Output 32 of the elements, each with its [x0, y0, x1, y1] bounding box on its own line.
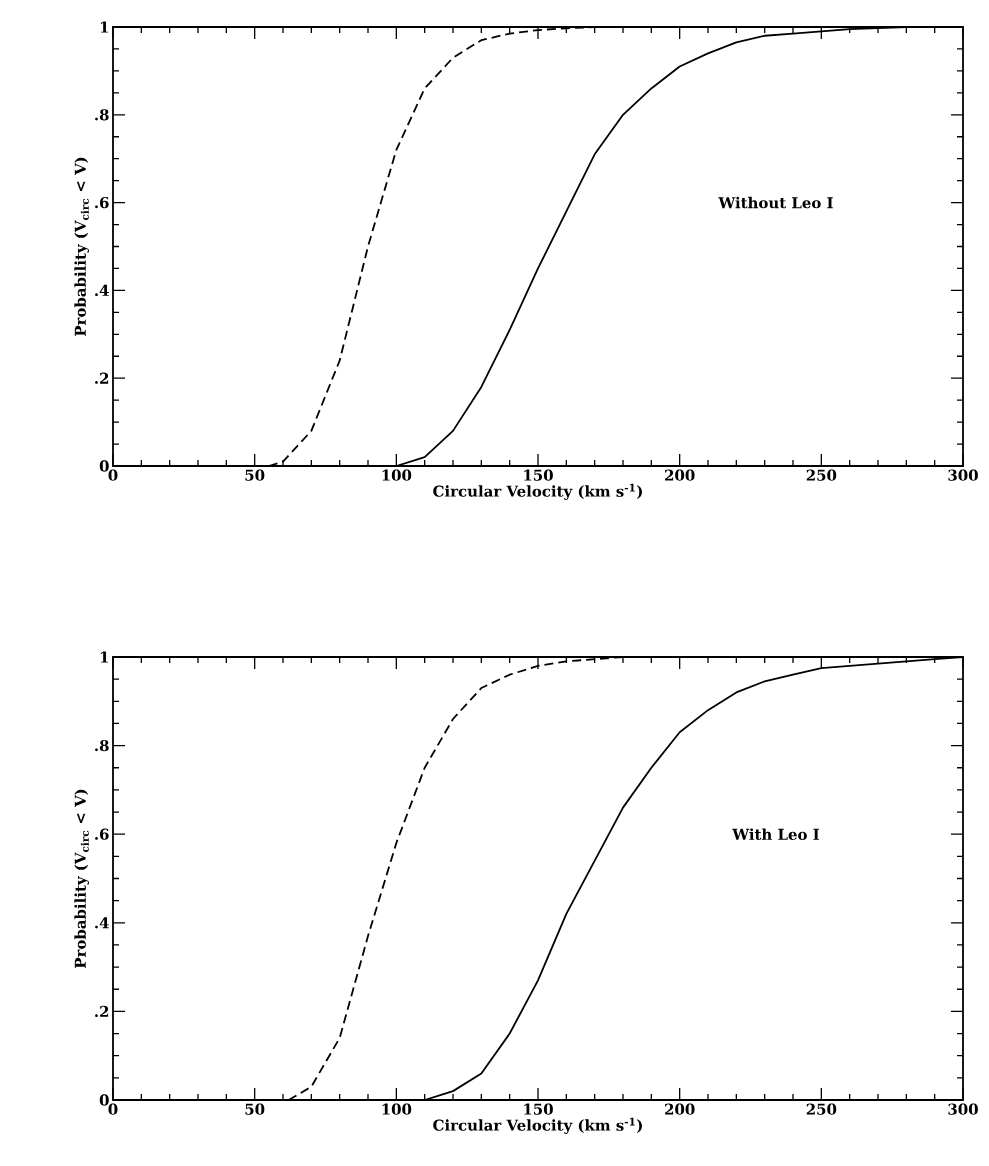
x-tick-label: 300: [948, 1103, 978, 1115]
y-tick-label: .8: [95, 739, 109, 752]
annotation: With Leo I: [732, 828, 819, 840]
x-tick-label: 150: [524, 469, 553, 481]
x-tick-label: 250: [806, 469, 837, 481]
y-tick-label: 0: [99, 1094, 109, 1106]
y-tick-label: .6: [95, 196, 109, 209]
x-tick-label: 300: [948, 469, 978, 481]
x-tick-label: 250: [806, 1103, 837, 1115]
x-tick-label: 50: [245, 1103, 265, 1115]
y-axis-title: Probability (V$_{circ}$ < V): [74, 157, 90, 337]
x-tick-label: 0: [108, 469, 118, 481]
annotation: Without Leo I: [718, 196, 833, 209]
x-tick-label: 100: [382, 469, 412, 481]
y-tick-label: .4: [95, 284, 109, 297]
x-tick-label: 0: [108, 1103, 118, 1115]
x-axis-title: Circular Velocity (km s$^{-1}$): [433, 1117, 642, 1134]
x-tick-label: 200: [665, 1103, 695, 1115]
x-axis-title: Circular Velocity (km s$^{-1}$): [433, 483, 642, 500]
y-tick-label: 1: [100, 21, 108, 33]
y-axis-title: Probability (V$_{circ}$ < V): [74, 789, 90, 969]
y-tick-label: 1: [100, 651, 108, 663]
y-tick-label: .2: [95, 372, 109, 384]
x-tick-label: 50: [245, 469, 265, 481]
x-tick-label: 200: [665, 469, 695, 481]
y-tick-label: .2: [95, 1005, 109, 1018]
y-tick-label: .6: [95, 828, 109, 840]
y-tick-label: .4: [95, 917, 109, 929]
y-tick-label: 0: [99, 460, 109, 472]
x-tick-label: 150: [524, 1103, 553, 1115]
y-tick-label: .8: [95, 109, 109, 121]
x-tick-label: 100: [382, 1103, 412, 1115]
